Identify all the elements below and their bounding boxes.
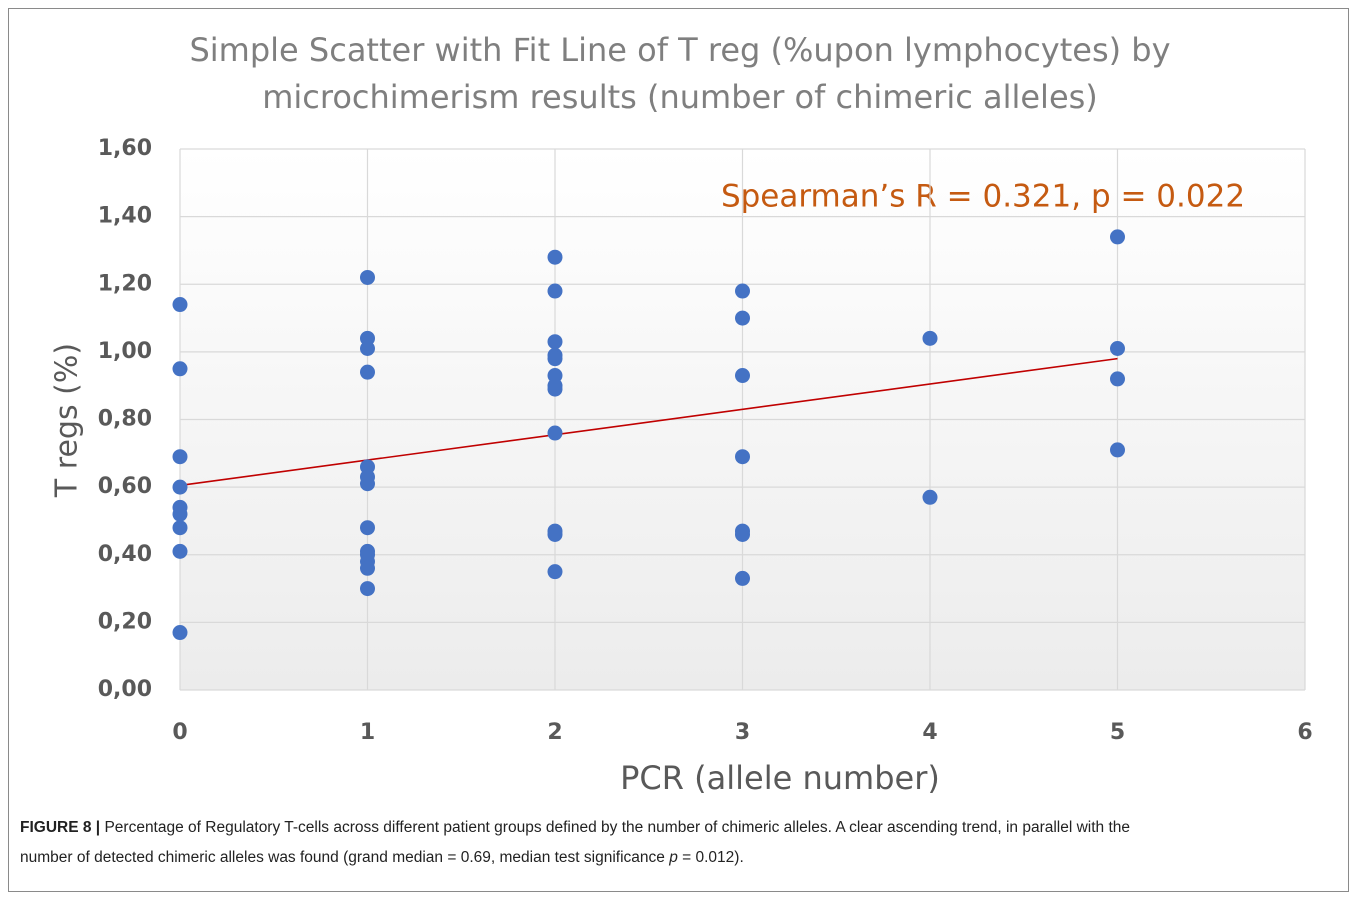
point	[735, 283, 750, 299]
point	[1110, 371, 1125, 387]
caption-text: p	[668, 849, 678, 866]
point	[172, 520, 188, 536]
point	[547, 249, 563, 265]
point	[1110, 340, 1125, 356]
caption-line: FIGURE 8 | Percentage of Regulatory T-ce…	[20, 819, 1130, 836]
point	[360, 520, 375, 536]
caption-label: FIGURE 8 |	[20, 819, 100, 836]
point	[172, 543, 188, 559]
point	[172, 361, 188, 377]
point	[360, 581, 375, 597]
y-tick-label: 0,60	[98, 474, 152, 499]
point	[922, 489, 938, 505]
x-tick-label: 2	[547, 720, 562, 745]
point	[172, 479, 188, 495]
y-tick-label: 1,60	[98, 136, 152, 161]
point	[547, 564, 563, 580]
x-tick-label: 4	[922, 720, 937, 745]
point	[1110, 229, 1125, 245]
caption-text: number of detected chimeric alleles was …	[20, 849, 669, 866]
caption-line: number of detected chimeric alleles was …	[20, 849, 744, 866]
point	[172, 297, 188, 313]
frame	[8, 8, 1349, 892]
point	[547, 381, 563, 397]
y-tick-label: 1,40	[98, 204, 152, 229]
y-axis-label: T regs (%)	[50, 343, 85, 498]
point	[1110, 442, 1125, 458]
fit-line	[179, 357, 1118, 487]
caption-text: = 0.012).	[678, 849, 744, 866]
point	[735, 526, 750, 542]
x-axis-label: PCR (allele number)	[620, 759, 940, 797]
point	[922, 330, 938, 346]
point	[172, 625, 188, 641]
point	[360, 560, 375, 576]
point	[547, 283, 563, 299]
y-tick-label: 0,40	[98, 542, 152, 567]
y-tick-label: 0,80	[98, 407, 152, 432]
y-tick-label: 1,20	[98, 271, 152, 296]
chart-title: Simple Scatter with Fit Line of T reg (%…	[189, 31, 1170, 69]
x-tick-label: 5	[1110, 720, 1125, 745]
annotation: Spearman’s R = 0.321, p = 0.022	[721, 179, 1245, 215]
y-tick-label: 0,20	[98, 609, 152, 634]
point	[735, 449, 750, 465]
caption-text: Percentage of Regulatory T-cells across …	[100, 819, 1130, 836]
y-tick-label: 1,00	[98, 339, 152, 364]
point	[547, 351, 563, 367]
point	[735, 368, 750, 384]
point	[735, 570, 750, 586]
point	[172, 449, 188, 465]
x-tick-label: 6	[1297, 720, 1312, 745]
point	[360, 476, 375, 492]
y-tick-label: 0,00	[98, 677, 152, 702]
x-tick-label: 1	[360, 720, 375, 745]
point	[360, 364, 375, 380]
point	[360, 340, 375, 356]
point	[172, 506, 188, 522]
x-tick-label: 0	[172, 720, 187, 745]
point	[547, 526, 563, 542]
point	[360, 269, 375, 285]
point	[547, 425, 563, 441]
point	[547, 334, 563, 350]
chart-title: microchimerism results (number of chimer…	[262, 78, 1098, 116]
x-tick-label: 3	[735, 720, 750, 745]
point	[735, 310, 750, 326]
